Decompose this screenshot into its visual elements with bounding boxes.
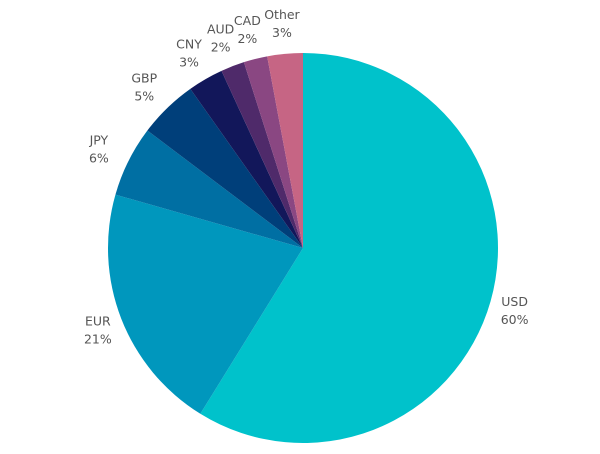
slice-label-jpy: JPY 6% — [89, 132, 109, 165]
pie-slice-usd — [200, 53, 499, 443]
slice-label-gbp: GBP 5% — [131, 70, 157, 103]
slice-label-aud: AUD 2% — [207, 21, 234, 54]
slice-label-usd: USD 60% — [501, 294, 529, 327]
pie-slice-cad — [243, 56, 303, 248]
slice-label-cad: CAD 2% — [234, 13, 261, 46]
pie-slice-eur — [107, 194, 303, 414]
pie-slice-cny — [190, 70, 303, 248]
pie-slice-gbp — [147, 88, 303, 248]
pie-slice-other — [267, 53, 303, 248]
slice-label-eur: EUR 21% — [84, 313, 112, 346]
slice-label-other: Other 3% — [264, 7, 300, 40]
pie-slice-jpy — [115, 130, 303, 248]
pie-slice-aud — [221, 62, 303, 248]
slice-label-cny: CNY 3% — [176, 37, 202, 70]
